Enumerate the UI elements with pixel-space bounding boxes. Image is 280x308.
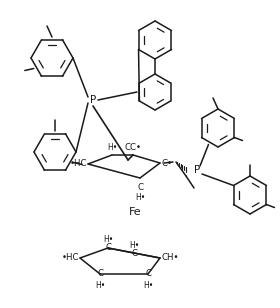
Text: CC•: CC• [125, 143, 141, 152]
Text: H•: H• [95, 282, 105, 290]
Text: C: C [131, 249, 137, 257]
Text: C: C [145, 270, 151, 278]
Text: H•: H• [107, 143, 117, 152]
Text: C: C [97, 270, 103, 278]
Text: P: P [90, 95, 96, 105]
Text: C•: C• [161, 159, 172, 168]
Text: •HC: •HC [62, 253, 79, 262]
Text: H•: H• [129, 241, 139, 249]
Text: H•: H• [143, 282, 153, 290]
Text: C: C [137, 183, 143, 192]
Text: H•: H• [135, 193, 145, 202]
Text: •HC: •HC [69, 160, 87, 168]
Text: Fe: Fe [129, 207, 141, 217]
Text: H•: H• [103, 236, 113, 245]
Text: CH•: CH• [161, 253, 179, 262]
Text: P: P [194, 165, 200, 175]
Text: C: C [105, 244, 111, 253]
